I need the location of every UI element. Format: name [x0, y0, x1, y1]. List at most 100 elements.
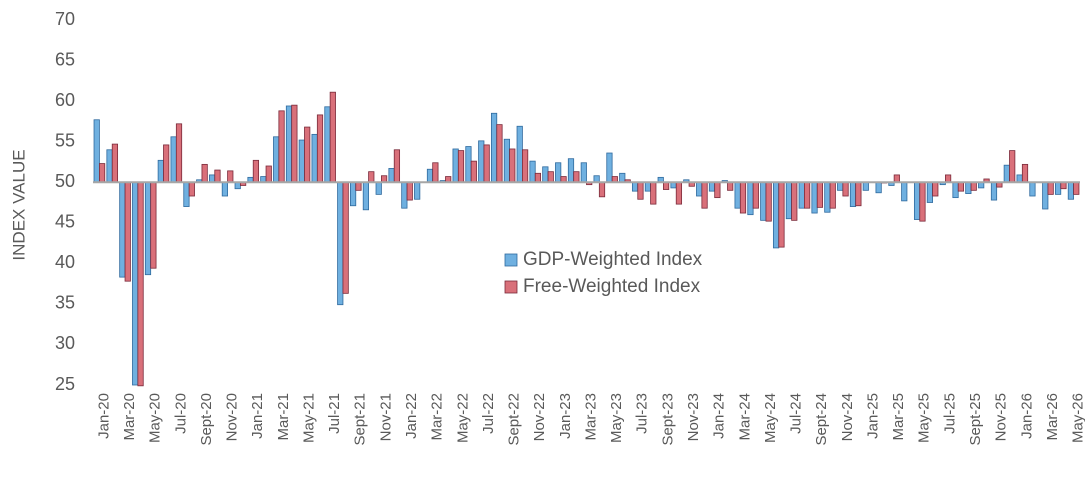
- bar: [893, 174, 900, 183]
- y-axis-label: INDEX VALUE: [9, 149, 28, 260]
- bar: [573, 171, 580, 183]
- bar: [875, 181, 882, 194]
- x-tick-label: Mar-26: [1044, 393, 1061, 441]
- bar: [529, 160, 536, 183]
- x-tick-label: Jan-20: [95, 393, 112, 439]
- bar: [406, 181, 413, 201]
- bar: [496, 124, 503, 183]
- x-tick-label: Sept-21: [352, 393, 369, 446]
- bar: [932, 181, 939, 197]
- bar: [849, 181, 857, 207]
- bar: [311, 133, 318, 183]
- bar: [150, 181, 157, 269]
- bar: [1016, 174, 1023, 183]
- bar: [393, 149, 401, 183]
- bar: [965, 181, 972, 194]
- bar: [214, 169, 221, 183]
- bar: [957, 181, 965, 192]
- bar: [285, 105, 293, 183]
- bar: [483, 144, 490, 183]
- bar: [952, 181, 959, 199]
- bar: [926, 181, 933, 203]
- bar: [291, 104, 298, 183]
- bar: [901, 181, 908, 202]
- x-tick-label: May-26: [1070, 393, 1085, 443]
- bar: [201, 163, 208, 183]
- bar: [388, 168, 395, 183]
- y-tick-label: 50: [55, 171, 75, 191]
- y-tick-label: 70: [55, 9, 75, 29]
- bar: [503, 138, 510, 183]
- x-tick-label: May-22: [454, 393, 471, 443]
- x-tick-label: Nov-25: [993, 393, 1010, 441]
- x-tick-label: May-23: [608, 393, 625, 443]
- bar: [772, 181, 780, 249]
- bar: [106, 149, 113, 183]
- bar: [555, 162, 562, 183]
- bar: [606, 152, 613, 183]
- bar: [188, 181, 195, 197]
- bar: [534, 172, 542, 183]
- bar: [739, 181, 747, 214]
- bar: [329, 91, 336, 183]
- bar: [696, 181, 703, 197]
- bar: [273, 136, 280, 183]
- bar: [778, 181, 785, 248]
- bar: [265, 165, 272, 183]
- bar: [598, 181, 606, 198]
- bar: [298, 139, 305, 183]
- bar: [644, 181, 651, 192]
- bar: [990, 181, 998, 201]
- x-tick-label: Nov-22: [531, 393, 548, 441]
- x-tick-label: Jan-21: [249, 393, 266, 439]
- bar: [157, 159, 164, 183]
- bar: [132, 181, 139, 386]
- bar: [791, 181, 798, 221]
- x-tick-label: Mar-24: [736, 393, 753, 441]
- bar: [663, 181, 670, 190]
- x-tick-label: May-25: [916, 393, 933, 443]
- x-tick-label: Jul-20: [172, 393, 189, 434]
- bar: [734, 181, 741, 209]
- bar: [547, 171, 554, 183]
- x-tick-label: Jul-21: [326, 393, 343, 434]
- bar: [1073, 181, 1080, 195]
- legend-label: Free-Weighted Index: [523, 276, 701, 297]
- x-tick-label: May-24: [762, 393, 779, 443]
- y-tick-label: 60: [55, 90, 75, 110]
- bar: [708, 181, 716, 192]
- bar: [631, 181, 639, 192]
- bar: [619, 172, 626, 183]
- x-tick-label: Nov-23: [685, 393, 702, 441]
- bar: [580, 162, 587, 183]
- bar: [93, 119, 100, 183]
- bar: [752, 181, 759, 209]
- x-tick-label: Jul-23: [634, 393, 651, 434]
- legend-swatch: [504, 253, 518, 267]
- x-tick-label: Jul-24: [788, 393, 805, 434]
- bar: [375, 181, 382, 195]
- x-tick-label: Mar-22: [429, 393, 446, 441]
- bar: [362, 181, 369, 211]
- x-tick-label: Nov-20: [224, 393, 241, 441]
- bar: [304, 126, 311, 183]
- bar: [714, 181, 721, 199]
- x-tick-label: Jul-22: [480, 393, 497, 434]
- bar: [785, 181, 792, 220]
- bar: [163, 144, 170, 183]
- bar: [1029, 181, 1036, 197]
- bar: [1042, 181, 1049, 210]
- bar: [765, 181, 772, 222]
- bar: [842, 181, 849, 197]
- y-tick-label: 65: [55, 49, 75, 69]
- x-tick-label: Jan-22: [403, 393, 420, 439]
- bar: [824, 181, 831, 213]
- legend-label: GDP-Weighted Index: [523, 249, 703, 270]
- bar: [401, 181, 408, 209]
- x-tick-label: Nov-24: [839, 393, 856, 441]
- bar: [675, 181, 683, 205]
- bar: [414, 181, 421, 200]
- bar: [1067, 181, 1074, 200]
- bar: [1003, 164, 1010, 183]
